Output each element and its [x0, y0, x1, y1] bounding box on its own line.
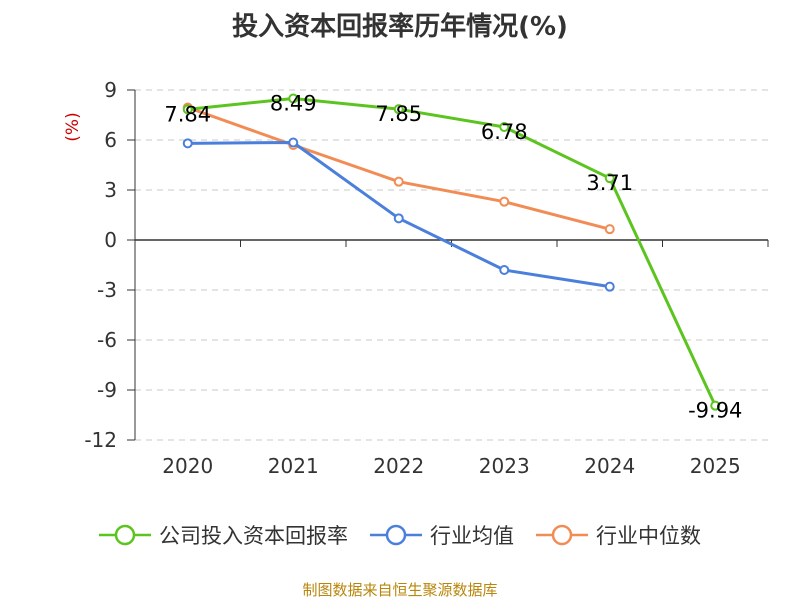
x-tick-label: 2020 [162, 454, 213, 478]
data-source-note: 制图数据来自恒生聚源数据库 [302, 581, 498, 599]
legend-marker [114, 524, 136, 546]
data-label: -9.94 [688, 399, 742, 423]
data-point [288, 93, 299, 104]
line-chart: 9 6 3 0 -3 -6 -9 -12 2020 2021 2022 2023 2024 2025 (%)… [63, 78, 769, 478]
data-point [710, 400, 721, 411]
chart-title: 投入资本回报率历年情况(%) [232, 12, 568, 42]
x-tick-label: 2022 [373, 454, 424, 478]
x-tick-label: 2021 [268, 454, 319, 478]
y-axis-label: (%) [63, 112, 83, 141]
legend-label: 行业中位数 [596, 524, 701, 548]
legend-label: 行业均值 [430, 524, 514, 548]
y-tick-label: 9 [104, 78, 117, 102]
legend-item[interactable]: 公司投入资本回报率 [99, 520, 348, 550]
legend-item[interactable]: 行业均值 [370, 520, 514, 550]
data-point [499, 265, 510, 275]
legend-item[interactable]: 行业中位数 [536, 520, 701, 550]
chart-legend: 公司投入资本回报率 行业均值 行业中位数 [0, 520, 800, 550]
legend-marker [551, 524, 573, 546]
data-point [393, 213, 404, 224]
y-tick-label: -9 [97, 378, 117, 402]
legend-swatch-icon [99, 524, 151, 546]
data-label: 3.71 [586, 171, 633, 195]
x-tick-label: 2025 [690, 454, 741, 478]
legend-label: 公司投入资本回报率 [159, 524, 348, 548]
legend-marker [385, 524, 407, 546]
data-label: 6.78 [481, 120, 528, 144]
data-point [182, 104, 193, 115]
y-tick-label: 0 [104, 228, 117, 252]
series-line [187, 97, 717, 407]
data-label: 7.84 [164, 102, 211, 126]
data-label: 8.49 [270, 92, 317, 116]
y-tick-label: -12 [84, 428, 117, 452]
data-point [604, 281, 615, 292]
data-point [499, 122, 510, 132]
data-point [393, 104, 404, 115]
y-tick-label: -6 [97, 328, 117, 352]
legend-swatch-icon [536, 524, 588, 546]
data-point [288, 137, 299, 148]
data-point [604, 173, 615, 184]
data-label: 7.85 [375, 102, 422, 126]
data-point [604, 224, 615, 235]
legend-swatch-icon [370, 524, 422, 546]
data-point [182, 138, 193, 149]
y-tick-label: 6 [104, 128, 117, 152]
x-tick-label: 2023 [479, 454, 530, 478]
data-point [393, 176, 404, 187]
y-tick-label: -3 [97, 278, 117, 302]
y-tick-label: 3 [104, 178, 117, 202]
x-tick-label: 2024 [584, 454, 635, 478]
data-point [499, 196, 510, 207]
